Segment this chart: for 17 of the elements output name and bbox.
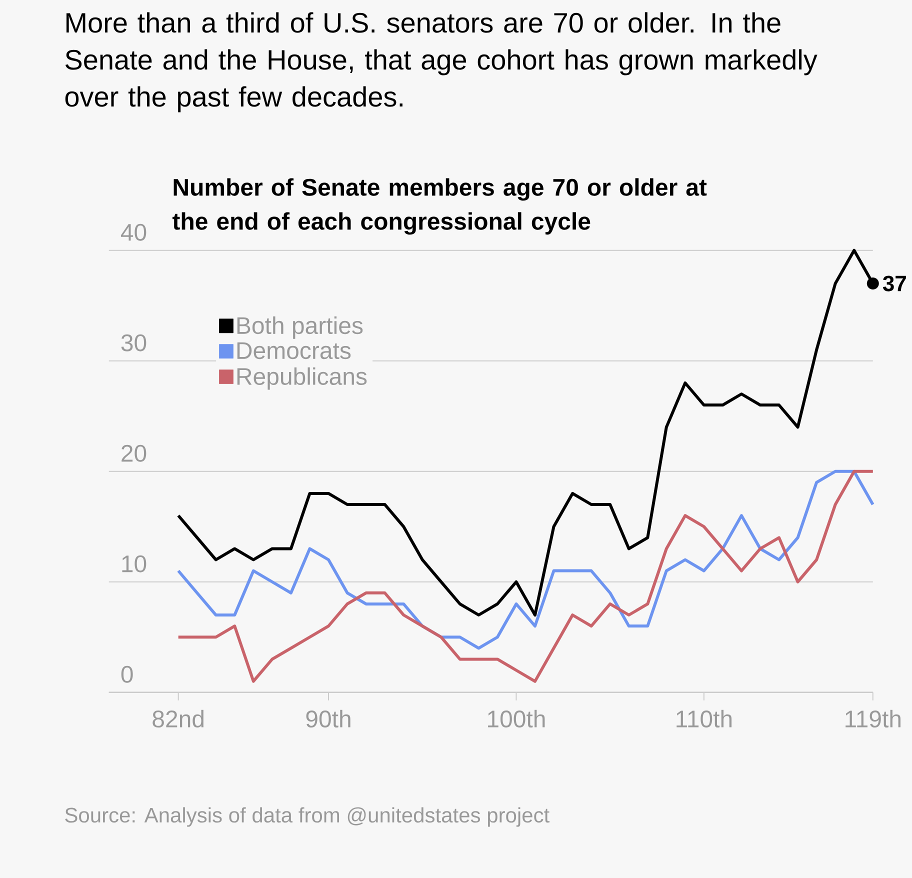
legend-label: Democrats	[237, 342, 351, 360]
legend-label: Both parties	[237, 316, 363, 339]
x-tick-label: 90th	[306, 710, 350, 728]
chart-title: More than a third of U.S. senators are 70 or older. In the Senate and the House, that age cohort has grown markedly over the past few decades.	[65, 12, 818, 112]
chart-subtitle: Number of Senate members age 70 or older at the end of each congressional cycle	[172, 178, 707, 235]
y-tick-label: 30	[121, 334, 146, 352]
y-tick-label: 10	[122, 555, 146, 572]
x-tick-label: 119th	[846, 710, 900, 728]
y-tick-label: 0	[121, 666, 133, 683]
y-tick-label: 40	[120, 224, 146, 241]
annotation: 37	[882, 276, 906, 292]
legend-label: Republicans	[237, 367, 367, 390]
x-tick-label: 100th	[488, 710, 545, 728]
y-tick-label: 20	[122, 444, 146, 462]
x-tick-label: 110th	[676, 710, 732, 728]
source-note: Source: Analysis of data from @unitedstates project	[65, 807, 550, 827]
x-tick-label: 82nd	[152, 710, 204, 728]
